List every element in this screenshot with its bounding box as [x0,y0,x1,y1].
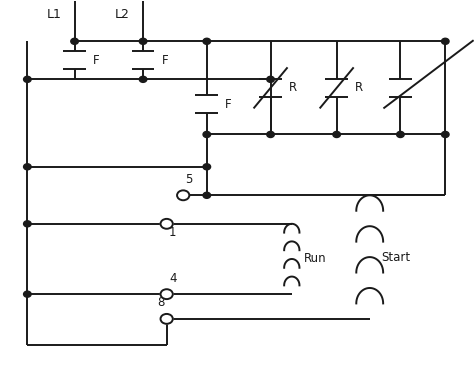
Circle shape [177,190,190,200]
Circle shape [161,314,173,324]
Circle shape [71,38,78,44]
Text: F: F [225,98,232,111]
Circle shape [203,131,210,137]
Circle shape [161,289,173,299]
Text: Start: Start [381,250,411,264]
Text: R: R [289,82,297,94]
Circle shape [161,219,173,229]
Circle shape [441,38,449,44]
Circle shape [139,76,147,82]
Circle shape [203,192,210,198]
Text: Run: Run [304,252,326,265]
Text: F: F [162,54,168,67]
Text: L1: L1 [46,8,61,21]
Text: 5: 5 [186,173,193,186]
Circle shape [203,164,210,170]
Text: F: F [93,54,100,67]
Circle shape [441,131,449,137]
Circle shape [24,76,31,82]
Circle shape [267,76,275,82]
Text: R: R [355,82,363,94]
Circle shape [24,291,31,297]
Circle shape [333,131,341,137]
Text: 1: 1 [169,226,177,239]
Circle shape [267,131,275,137]
Text: 4: 4 [169,272,177,285]
Circle shape [139,38,147,44]
Circle shape [24,164,31,170]
Circle shape [24,221,31,227]
Circle shape [397,131,404,137]
Text: L2: L2 [115,8,130,21]
Circle shape [203,38,210,44]
Text: 8: 8 [157,296,164,309]
